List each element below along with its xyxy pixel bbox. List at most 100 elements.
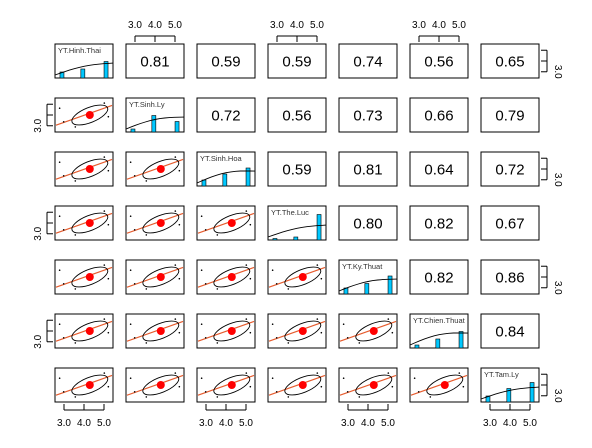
tick-label-top: 5.0 bbox=[168, 20, 182, 31]
panel-5-3 bbox=[267, 313, 327, 349]
mean-point bbox=[227, 381, 236, 389]
mean-point bbox=[85, 219, 94, 227]
data-point bbox=[316, 318, 319, 320]
data-point bbox=[145, 396, 148, 398]
mean-point bbox=[298, 273, 307, 281]
data-point bbox=[391, 385, 394, 388]
regression-line bbox=[126, 320, 184, 342]
regression-line bbox=[339, 374, 397, 396]
tick-label-right: 3.0 bbox=[552, 281, 563, 295]
variable-label: YT.Tam.Ly bbox=[484, 370, 519, 379]
data-point bbox=[204, 391, 207, 393]
data-point bbox=[74, 180, 77, 182]
data-point bbox=[129, 215, 132, 217]
correlation-ellipse bbox=[142, 212, 180, 234]
data-point bbox=[358, 342, 361, 344]
panel-3-0 bbox=[54, 205, 114, 241]
regression-line bbox=[55, 104, 113, 126]
histogram-bar bbox=[80, 68, 86, 79]
panel-3-4: 0.80 bbox=[338, 205, 398, 241]
data-point bbox=[178, 385, 181, 388]
correlation-value: 0.82 bbox=[424, 216, 453, 233]
panel-5-1 bbox=[125, 313, 185, 349]
panel-4-4: YT.Ky.Thuat bbox=[338, 259, 398, 295]
mean-point bbox=[156, 381, 165, 389]
correlation-value: 0.59 bbox=[282, 162, 311, 179]
correlation-ellipse bbox=[142, 158, 180, 180]
variable-label: YT.Chien.Thuat bbox=[413, 316, 466, 325]
correlation-ellipse bbox=[213, 374, 251, 396]
data-point bbox=[387, 318, 390, 320]
panel-0-3: 0.59 bbox=[267, 43, 327, 79]
regression-line bbox=[410, 374, 468, 396]
tick-label-right: 3.0 bbox=[552, 389, 563, 403]
panel-6-1 bbox=[125, 367, 185, 403]
data-point bbox=[107, 385, 110, 388]
data-point bbox=[145, 342, 148, 344]
correlation-value: 0.86 bbox=[495, 270, 524, 287]
regression-line bbox=[126, 266, 184, 288]
correlation-value: 0.81 bbox=[140, 54, 169, 71]
mean-point bbox=[156, 219, 165, 227]
panel-frame bbox=[480, 43, 540, 79]
data-point bbox=[62, 391, 65, 393]
data-point bbox=[178, 331, 181, 334]
data-point bbox=[74, 288, 77, 290]
panel-6-5 bbox=[409, 367, 469, 403]
correlation-value: 0.73 bbox=[353, 108, 382, 125]
mean-point bbox=[227, 219, 236, 227]
data-point bbox=[342, 323, 345, 326]
regression-line bbox=[268, 266, 326, 288]
histogram-bar bbox=[130, 128, 136, 133]
regression-line bbox=[126, 212, 184, 234]
data-point bbox=[271, 323, 274, 326]
density-line bbox=[338, 278, 398, 292]
data-point bbox=[249, 277, 252, 280]
panel-5-5: YT.Chien.Thuat bbox=[409, 313, 469, 349]
regression-line bbox=[55, 158, 113, 180]
mean-point bbox=[369, 327, 378, 335]
correlation-value: 0.72 bbox=[211, 108, 240, 125]
data-point bbox=[271, 269, 274, 272]
correlation-ellipse bbox=[142, 266, 180, 288]
histogram-bar bbox=[529, 382, 535, 403]
panel-2-5: 0.64 bbox=[409, 151, 469, 187]
data-point bbox=[316, 264, 319, 266]
correlation-value: 0.79 bbox=[495, 108, 524, 125]
mean-point bbox=[85, 327, 94, 335]
data-point bbox=[129, 269, 132, 272]
data-point bbox=[391, 331, 394, 334]
panel-frame bbox=[125, 43, 185, 79]
data-point bbox=[133, 283, 136, 285]
correlation-ellipse bbox=[355, 320, 393, 342]
data-point bbox=[103, 156, 106, 158]
mean-point bbox=[85, 381, 94, 389]
data-point bbox=[249, 331, 252, 334]
panel-frame bbox=[338, 97, 398, 133]
correlation-ellipse bbox=[213, 212, 251, 234]
panel-6-6: YT.Tam.Ly bbox=[480, 367, 540, 403]
data-point bbox=[58, 107, 61, 109]
correlation-ellipse bbox=[71, 104, 109, 126]
regression-line bbox=[126, 374, 184, 396]
panel-frame bbox=[480, 259, 540, 295]
data-point bbox=[103, 264, 106, 266]
histogram-bar bbox=[293, 236, 299, 241]
regression-line bbox=[55, 374, 113, 396]
panel-frame bbox=[409, 151, 469, 187]
data-point bbox=[74, 234, 77, 236]
panel-4-3 bbox=[267, 259, 327, 295]
correlation-value: 0.72 bbox=[495, 162, 524, 179]
data-point bbox=[103, 318, 106, 320]
data-point bbox=[200, 377, 203, 380]
histogram-bar bbox=[458, 331, 464, 349]
data-point bbox=[133, 391, 136, 393]
tick-label-bottom: 5.0 bbox=[381, 418, 395, 429]
density-line bbox=[409, 332, 469, 346]
mean-point bbox=[156, 327, 165, 335]
panel-frame bbox=[409, 43, 469, 79]
tick-label-top: 4.0 bbox=[290, 20, 304, 31]
tick-label-left: 3.0 bbox=[33, 118, 44, 132]
panel-6-0 bbox=[54, 367, 114, 403]
data-point bbox=[58, 323, 61, 326]
